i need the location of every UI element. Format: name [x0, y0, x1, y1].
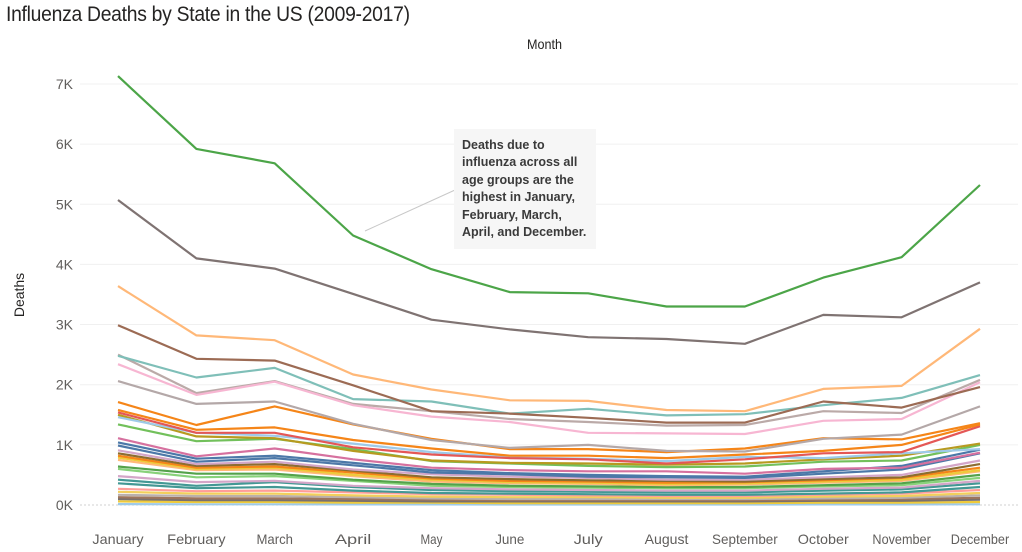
y-tick-label: 3K	[56, 317, 74, 333]
y-tick-label: 1K	[56, 437, 74, 453]
series-line-series-16[interactable]	[117, 441, 981, 478]
series-line-series-8[interactable]	[117, 380, 981, 453]
series-line-series-25[interactable]	[117, 475, 981, 492]
x-tick-label: June	[495, 531, 524, 547]
series-line-series-4[interactable]	[117, 324, 981, 424]
series-line-series-6[interactable]	[117, 363, 981, 436]
y-axis-ticks: 0K 1K 2K 3K 4K 5K 6K 7K	[56, 76, 74, 513]
y-tick-label: 7K	[56, 76, 74, 92]
series-line-series-11[interactable]	[117, 411, 981, 465]
x-tick-label: August	[645, 531, 689, 547]
x-axis-title: Month	[527, 36, 563, 52]
series-line-series-29[interactable]	[117, 490, 981, 499]
y-tick-label: 6K	[56, 136, 74, 152]
series-line-series-14[interactable]	[117, 423, 981, 469]
series-line-series-13[interactable]	[117, 413, 981, 466]
series-line-series-26[interactable]	[117, 478, 981, 494]
x-tick-label: July	[574, 531, 603, 547]
series-line-series-31[interactable]	[117, 496, 981, 502]
annotation-callout: Deaths due to influenza across all age g…	[454, 129, 596, 249]
series-line-series-18[interactable]	[117, 449, 981, 481]
x-tick-label: December	[951, 531, 1010, 547]
series-line-series-17[interactable]	[117, 444, 981, 479]
x-tick-label: February	[167, 531, 225, 547]
series-line-series-10[interactable]	[117, 408, 981, 460]
series-line-series-33[interactable]	[117, 500, 981, 505]
x-axis-ticks: January February March April May June July Augu…	[92, 531, 1009, 547]
y-tick-label: 0K	[56, 497, 74, 513]
x-tick-label: March	[256, 531, 293, 547]
series-line-series-19[interactable]	[117, 452, 981, 483]
annotation-pointer	[364, 189, 456, 232]
x-tick-label: November	[872, 531, 931, 547]
series-line-series-30[interactable]	[117, 493, 981, 501]
series-line-series-21[interactable]	[117, 456, 981, 485]
y-tick-label: 2K	[56, 377, 74, 393]
x-tick-label: October	[798, 531, 849, 547]
chart-title: Influenza Deaths by State in the US (200…	[6, 3, 410, 26]
x-tick-label: April	[335, 531, 372, 547]
y-tick-label: 4K	[56, 256, 74, 272]
series-line-series-32[interactable]	[117, 497, 981, 503]
series-line-series-1[interactable]	[117, 75, 981, 308]
series-line-series-27[interactable]	[117, 482, 981, 496]
x-tick-label: September	[712, 531, 778, 547]
series-lines	[117, 75, 981, 506]
x-tick-label: May	[421, 531, 443, 547]
series-line-series-5[interactable]	[117, 354, 981, 417]
y-axis-title: Deaths	[11, 273, 27, 317]
series-line-series-3[interactable]	[117, 285, 981, 413]
series-line-series-23[interactable]	[117, 465, 981, 489]
series-line-series-28[interactable]	[117, 487, 981, 498]
series-line-series-15[interactable]	[117, 437, 981, 475]
series-line-series-22[interactable]	[117, 458, 981, 487]
series-line-series-24[interactable]	[117, 467, 981, 490]
series-line-series-2[interactable]	[117, 199, 981, 345]
y-tick-label: 5K	[56, 196, 74, 212]
x-tick-label: January	[92, 531, 143, 547]
